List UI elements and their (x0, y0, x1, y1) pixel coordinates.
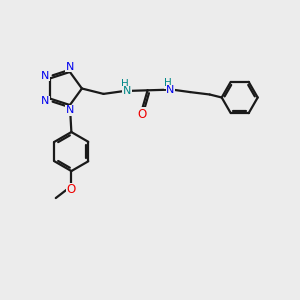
Text: N: N (166, 85, 175, 95)
Text: H: H (164, 78, 172, 88)
Text: H: H (121, 79, 128, 89)
Text: N: N (66, 62, 74, 72)
Text: O: O (138, 108, 147, 121)
Text: N: N (41, 71, 49, 81)
Text: N: N (123, 86, 131, 97)
Text: O: O (67, 183, 76, 196)
Text: N: N (41, 96, 49, 106)
Text: N: N (66, 105, 74, 115)
